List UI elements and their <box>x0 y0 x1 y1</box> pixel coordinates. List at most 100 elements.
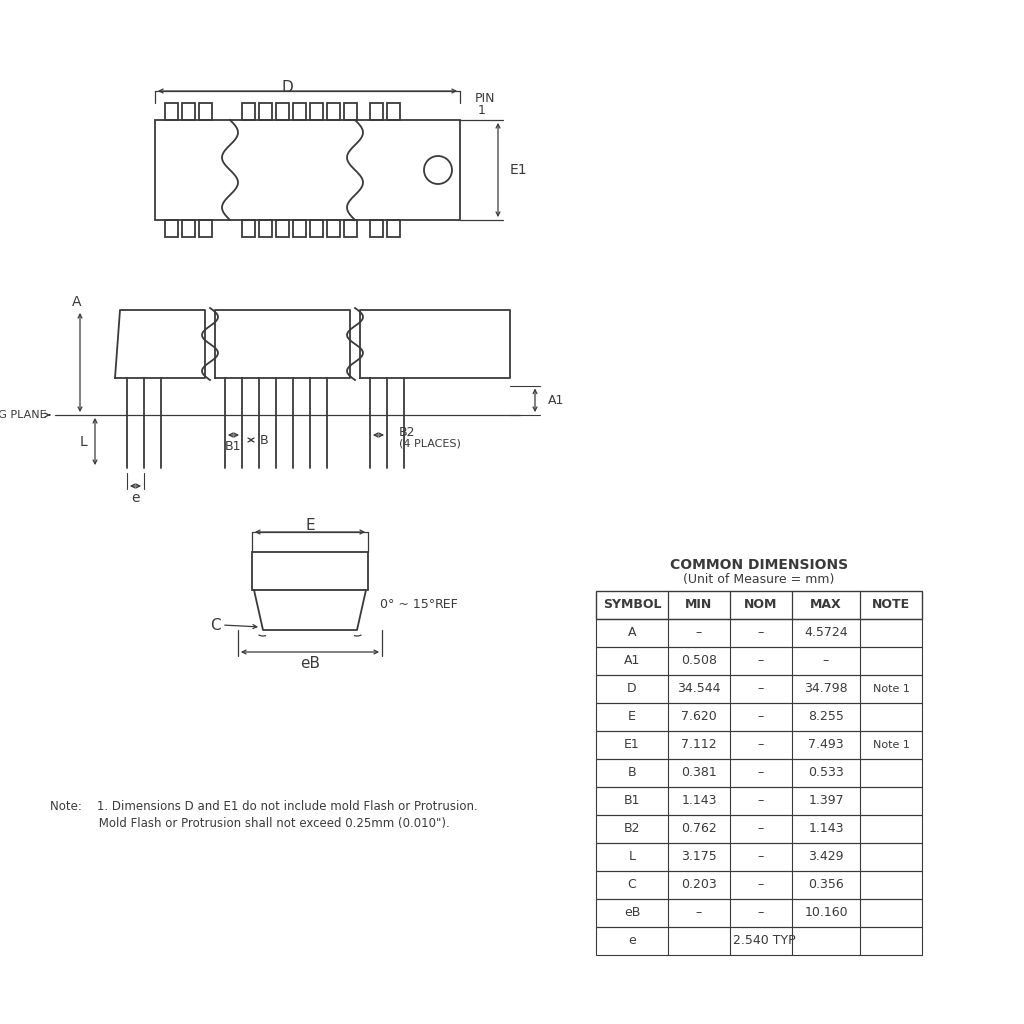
Text: Note 1: Note 1 <box>872 740 909 750</box>
Text: B2: B2 <box>624 822 640 836</box>
Text: e: e <box>131 490 139 505</box>
Circle shape <box>424 156 452 184</box>
Text: C: C <box>210 617 220 633</box>
Text: –: – <box>758 795 764 808</box>
Text: A1: A1 <box>548 394 564 407</box>
Text: Mold Flash or Protrusion shall not exceed 0.25mm (0.010").: Mold Flash or Protrusion shall not excee… <box>50 817 450 830</box>
Bar <box>596 927 922 955</box>
Text: 7.493: 7.493 <box>808 738 844 752</box>
Text: D: D <box>282 81 293 95</box>
Bar <box>199 103 212 120</box>
Bar <box>387 103 400 120</box>
Text: 7.620: 7.620 <box>681 711 717 724</box>
Bar <box>596 871 922 899</box>
Bar <box>596 703 922 731</box>
Text: MAX: MAX <box>810 598 842 611</box>
Text: NOTE: NOTE <box>872 598 910 611</box>
Text: 0.508: 0.508 <box>681 654 717 668</box>
Text: 0.762: 0.762 <box>681 822 717 836</box>
Text: 1: 1 <box>478 103 485 117</box>
Text: E1: E1 <box>510 163 527 177</box>
Text: 8.255: 8.255 <box>808 711 844 724</box>
Text: REF: REF <box>435 598 459 611</box>
Bar <box>293 220 306 237</box>
Bar <box>276 220 289 237</box>
Polygon shape <box>215 310 350 378</box>
Bar <box>199 220 212 237</box>
Text: (Unit of Measure = mm): (Unit of Measure = mm) <box>683 572 835 586</box>
Bar <box>155 120 460 220</box>
Text: –: – <box>758 738 764 752</box>
Text: 0.381: 0.381 <box>681 767 717 779</box>
Text: B1: B1 <box>225 439 242 453</box>
Text: C: C <box>628 879 636 892</box>
Text: E: E <box>628 711 636 724</box>
Text: eB: eB <box>300 656 319 672</box>
Bar <box>310 103 323 120</box>
Text: A1: A1 <box>624 654 640 668</box>
Text: –: – <box>758 879 764 892</box>
Text: –: – <box>758 767 764 779</box>
Text: A: A <box>73 295 82 309</box>
Bar <box>259 220 272 237</box>
Text: 2.540 TYP: 2.540 TYP <box>733 935 796 947</box>
Polygon shape <box>115 310 205 378</box>
Bar <box>596 647 922 675</box>
Bar <box>344 103 357 120</box>
Text: L: L <box>79 434 87 449</box>
Text: 3.175: 3.175 <box>681 851 717 863</box>
Text: B1: B1 <box>624 795 640 808</box>
Bar <box>310 220 323 237</box>
Text: 4.5724: 4.5724 <box>804 627 848 640</box>
Text: PIN: PIN <box>475 91 496 104</box>
Text: e: e <box>628 935 636 947</box>
Text: 1.397: 1.397 <box>808 795 844 808</box>
Text: –: – <box>758 906 764 920</box>
Bar <box>165 220 178 237</box>
Text: (4 PLACES): (4 PLACES) <box>399 439 461 449</box>
Text: 1.143: 1.143 <box>808 822 844 836</box>
Text: –: – <box>758 711 764 724</box>
Bar <box>387 220 400 237</box>
Text: 0.533: 0.533 <box>808 767 844 779</box>
Text: COMMON DIMENSIONS: COMMON DIMENSIONS <box>670 558 848 572</box>
Text: –: – <box>696 627 702 640</box>
Text: 10.160: 10.160 <box>804 906 848 920</box>
Text: –: – <box>758 851 764 863</box>
Text: –: – <box>696 906 702 920</box>
Bar <box>276 103 289 120</box>
Bar <box>259 103 272 120</box>
Text: 0.356: 0.356 <box>808 879 844 892</box>
Text: B: B <box>260 433 268 446</box>
Bar <box>596 675 922 703</box>
Text: 1.143: 1.143 <box>681 795 717 808</box>
Bar <box>327 220 340 237</box>
Text: SYMBOL: SYMBOL <box>603 598 662 611</box>
Bar <box>182 103 195 120</box>
Bar <box>596 759 922 787</box>
Bar <box>242 103 255 120</box>
Text: L: L <box>629 851 636 863</box>
Text: NOM: NOM <box>744 598 777 611</box>
Bar <box>596 899 922 927</box>
Bar <box>370 220 383 237</box>
Text: –: – <box>758 683 764 695</box>
Text: Note:    1. Dimensions D and E1 do not include mold Flash or Protrusion.: Note: 1. Dimensions D and E1 do not incl… <box>50 800 478 813</box>
Text: 0.203: 0.203 <box>681 879 717 892</box>
Text: 34.798: 34.798 <box>804 683 848 695</box>
Text: 0° ~ 15°: 0° ~ 15° <box>380 598 435 611</box>
Text: E1: E1 <box>624 738 640 752</box>
Text: 34.544: 34.544 <box>677 683 721 695</box>
Text: Note 1: Note 1 <box>872 684 909 694</box>
Text: MIN: MIN <box>685 598 713 611</box>
Bar <box>370 103 383 120</box>
Bar <box>596 591 922 618</box>
Bar <box>596 618 922 647</box>
Text: –: – <box>758 822 764 836</box>
Bar <box>327 103 340 120</box>
Text: D: D <box>627 683 637 695</box>
Bar <box>293 103 306 120</box>
Text: –: – <box>823 654 829 668</box>
Text: SEATING PLANE: SEATING PLANE <box>0 410 47 420</box>
Text: –: – <box>758 627 764 640</box>
